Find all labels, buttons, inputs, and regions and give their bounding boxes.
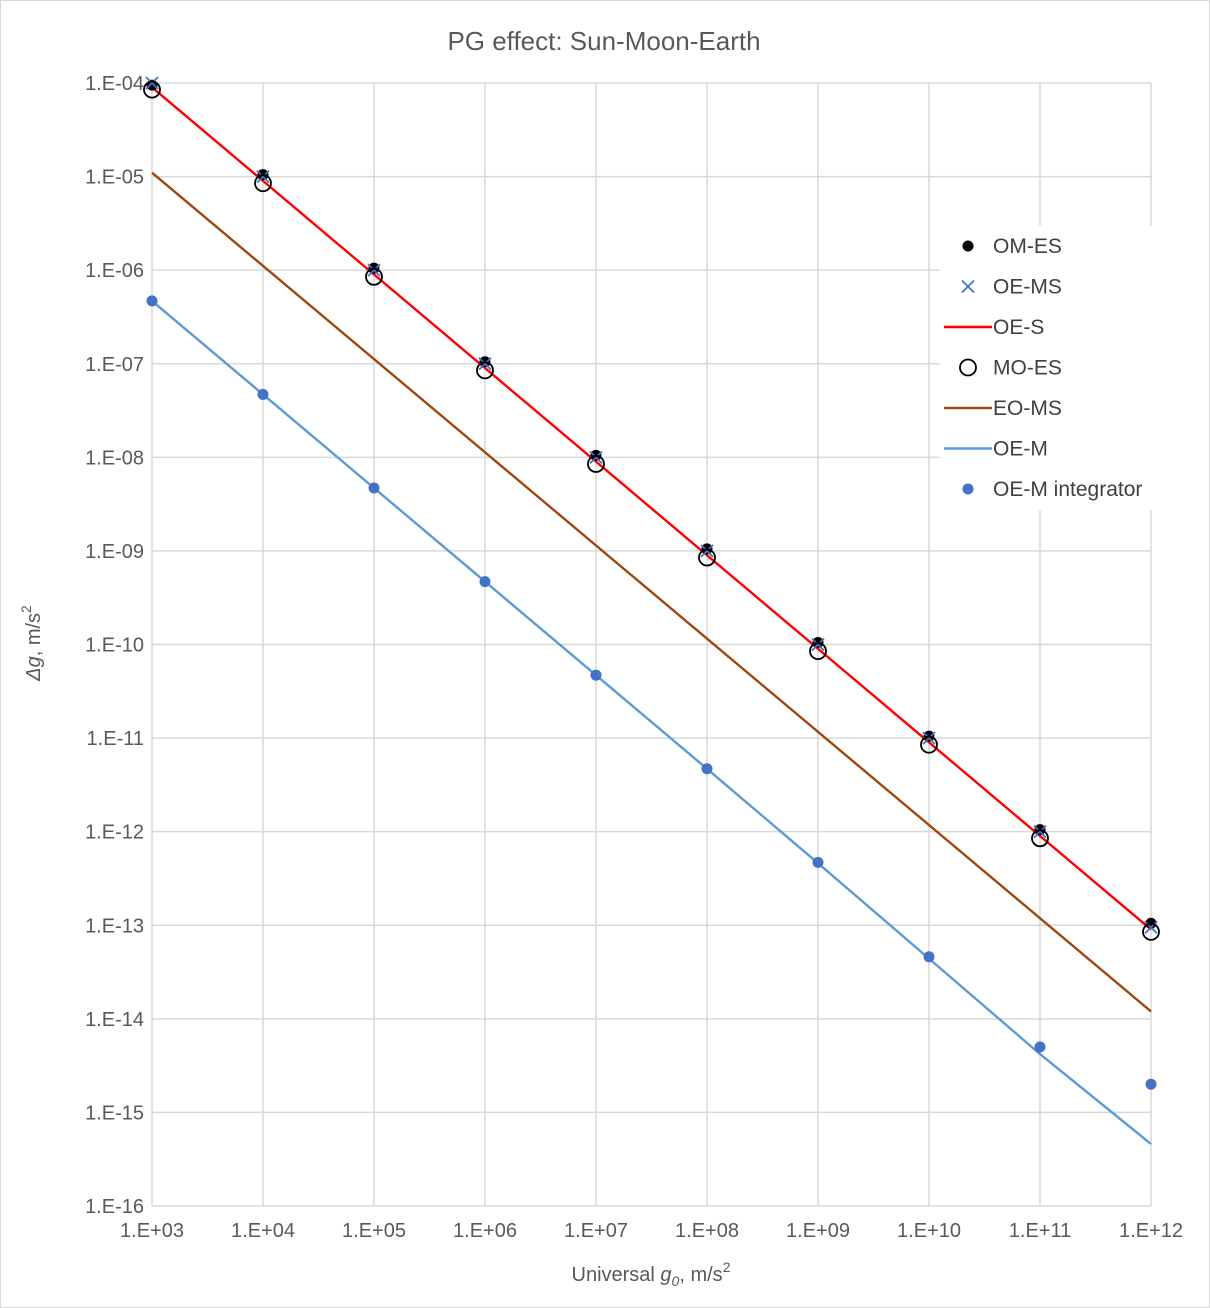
legend-swatch [959, 358, 977, 377]
oe-ms-point [145, 76, 159, 90]
y-tick-label: 1.E-07 [85, 354, 144, 376]
y-axis-label-unit: , m/s [23, 613, 45, 656]
x-axis-label-unit: , m/s [679, 1264, 722, 1286]
x-tick-label: 1.E+09 [786, 1220, 850, 1242]
oe-ms-point [811, 637, 825, 652]
x-tick-label: 1.E+05 [342, 1220, 406, 1242]
y-tick-label: 1.E-10 [85, 635, 144, 657]
oe-m-integrator-point [146, 295, 158, 307]
x-axis-label-variable: g [660, 1264, 671, 1286]
oe-m-line [151, 299, 1152, 1145]
mo-es-point [920, 735, 938, 754]
oe-m-integrator-point [812, 856, 824, 868]
mo-es-point [1031, 829, 1049, 848]
x-tick-label: 1.E+10 [897, 1220, 961, 1242]
oe-ms-point [922, 731, 936, 745]
x-axis-label: Universal g0, m/s2 [572, 1259, 731, 1289]
oe-m-integrator-point [368, 482, 380, 494]
x-tick-label: 1.E+03 [120, 1220, 184, 1242]
x-tick-label: 1.E+06 [453, 1220, 517, 1242]
oe-ms-point [256, 169, 270, 184]
oe-ms-point [700, 544, 714, 558]
series-oe-m-integrator [146, 295, 1157, 1090]
series-oe-s [151, 86, 1152, 931]
legend-label: OE-MS [993, 276, 1062, 299]
oe-ms-point [478, 357, 492, 371]
legend-label: MO-ES [993, 357, 1062, 380]
mo-es-point [809, 642, 827, 661]
mo-es-point [365, 267, 383, 286]
oe-ms-point [1033, 825, 1047, 839]
y-axis-label-variable: g [23, 656, 45, 667]
oe-ms-point [367, 263, 381, 277]
plot-series [143, 76, 1160, 1145]
x-axis-label-subscript: 0 [672, 1273, 680, 1289]
mo-es-point [587, 455, 605, 473]
oe-ms-point [589, 450, 603, 464]
series-mo-es [143, 80, 1160, 941]
legend-item-oe-m-integrator: OE-M integrator [962, 478, 1142, 501]
y-axis-label-superscript: 2 [18, 605, 34, 613]
y-tick-label: 1.E-05 [85, 167, 144, 189]
y-axis-label-prefix: Δ [23, 667, 45, 681]
x-tick-label: 1.E+04 [231, 1220, 295, 1242]
mo-es-point [254, 174, 272, 193]
mo-es-point [143, 80, 161, 99]
y-tick-label: 1.E-12 [85, 822, 144, 844]
tick-labels: 1.E-04 1.E-05 1.E-06 1.E-07 1.E-08 1.E-09 1.E-… [85, 73, 1183, 1242]
oe-m-integrator-point [257, 388, 269, 400]
legend-label: OE-M [993, 438, 1048, 461]
y-tick-label: 1.E-14 [85, 1009, 144, 1031]
legend-item-oe-s: OE-S [944, 316, 1044, 339]
legend-swatch [962, 483, 974, 495]
oe-m-integrator-point [479, 576, 491, 588]
oe-s-line [151, 86, 1152, 931]
oe-m-integrator-point [701, 763, 713, 775]
mo-es-point [1142, 922, 1160, 941]
y-tick-label: 1.E-06 [85, 260, 144, 282]
gridlines [151, 82, 1152, 1207]
legend-background [940, 226, 1178, 510]
series-oe-m [151, 299, 1152, 1145]
legend-label: OE-S [993, 316, 1044, 339]
oe-ms-point [1144, 920, 1158, 934]
mo-es-point [476, 361, 494, 380]
x-tick-label: 1.E+12 [1119, 1220, 1183, 1242]
legend-label: EO-MS [993, 397, 1062, 420]
legend-swatch [962, 240, 974, 252]
legend: OM-ES OE-MS OE-S MO-ES EO-MS OE-M OE-M integra… [940, 226, 1178, 510]
chart-title: PG effect: Sun-Moon-Earth [447, 26, 760, 56]
y-tick-label: 1.E-04 [85, 73, 144, 95]
oe-m-integrator-point [590, 669, 602, 681]
series-oe-ms [145, 76, 1158, 934]
y-tick-label: 1.E-09 [85, 541, 144, 563]
legend-item-eo-ms: EO-MS [944, 397, 1062, 420]
x-axis-label-superscript: 2 [723, 1259, 731, 1275]
y-tick-label: 1.E-15 [85, 1102, 144, 1124]
legend-item-oe-ms: OE-MS [961, 276, 1062, 299]
legend-label: OE-M integrator [993, 478, 1142, 501]
legend-item-mo-es: MO-ES [959, 357, 1062, 380]
eo-ms-line [151, 171, 1152, 1013]
oe-m-integrator-point [1145, 1078, 1157, 1090]
x-axis-label-prefix: Universal [572, 1264, 661, 1286]
legend-item-om-es: OM-ES [962, 235, 1062, 258]
x-tick-label: 1.E+11 [1009, 1220, 1071, 1242]
y-tick-label: 1.E-11 [87, 728, 144, 750]
mo-es-point [698, 548, 716, 567]
legend-item-oe-m: OE-M [944, 438, 1048, 461]
y-axis-label: Δg, m/s2 [18, 605, 45, 682]
x-tick-label: 1.E+07 [564, 1220, 628, 1242]
legend-label: OM-ES [993, 235, 1062, 258]
legend-swatch [961, 279, 975, 294]
x-tick-label: 1.E+08 [675, 1220, 739, 1242]
series-eo-ms [151, 171, 1152, 1013]
y-tick-label: 1.E-16 [85, 1196, 144, 1218]
oe-m-integrator-point [923, 951, 935, 963]
y-tick-label: 1.E-08 [85, 447, 144, 469]
oe-m-integrator-point [1034, 1041, 1046, 1053]
y-tick-label: 1.E-13 [85, 915, 144, 937]
